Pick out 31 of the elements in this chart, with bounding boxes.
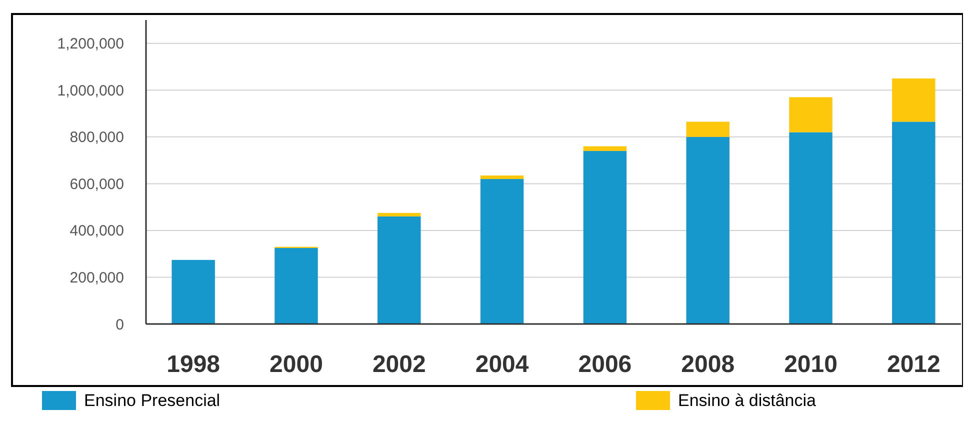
legend-label: Ensino Presencial [84,390,220,410]
x-tick-label: 2004 [475,351,530,378]
bar [686,122,730,137]
bar [892,78,936,122]
bar [789,97,832,132]
bar [274,248,318,324]
bar [172,260,215,324]
x-tick-label: 2000 [270,351,323,378]
y-tick-label: 1,000,000 [57,82,124,100]
legend-label: Ensino à distância [678,390,817,410]
bar [378,212,421,216]
x-tick-label: 2010 [784,351,838,378]
bar [686,136,730,324]
y-tick-label: 800,000 [70,129,124,146]
y-tick-label: 400,000 [70,222,124,240]
bar [892,122,936,324]
bar [480,179,524,324]
bar [789,132,832,324]
bar [583,146,627,151]
bar [480,176,524,180]
x-tick-label: 1998 [166,351,220,378]
bar [583,150,627,324]
y-tick-label: 200,000 [70,269,124,286]
x-tick-label: 2008 [681,351,735,378]
x-tick-label: 2012 [886,351,940,378]
bar [378,216,421,324]
y-tick-label: 600,000 [70,176,124,193]
x-tick-label: 2006 [578,351,632,378]
y-tick-label: 0 [116,316,124,334]
x-tick-label: 2002 [372,351,426,378]
y-tick-label: 1,200,000 [57,36,124,53]
